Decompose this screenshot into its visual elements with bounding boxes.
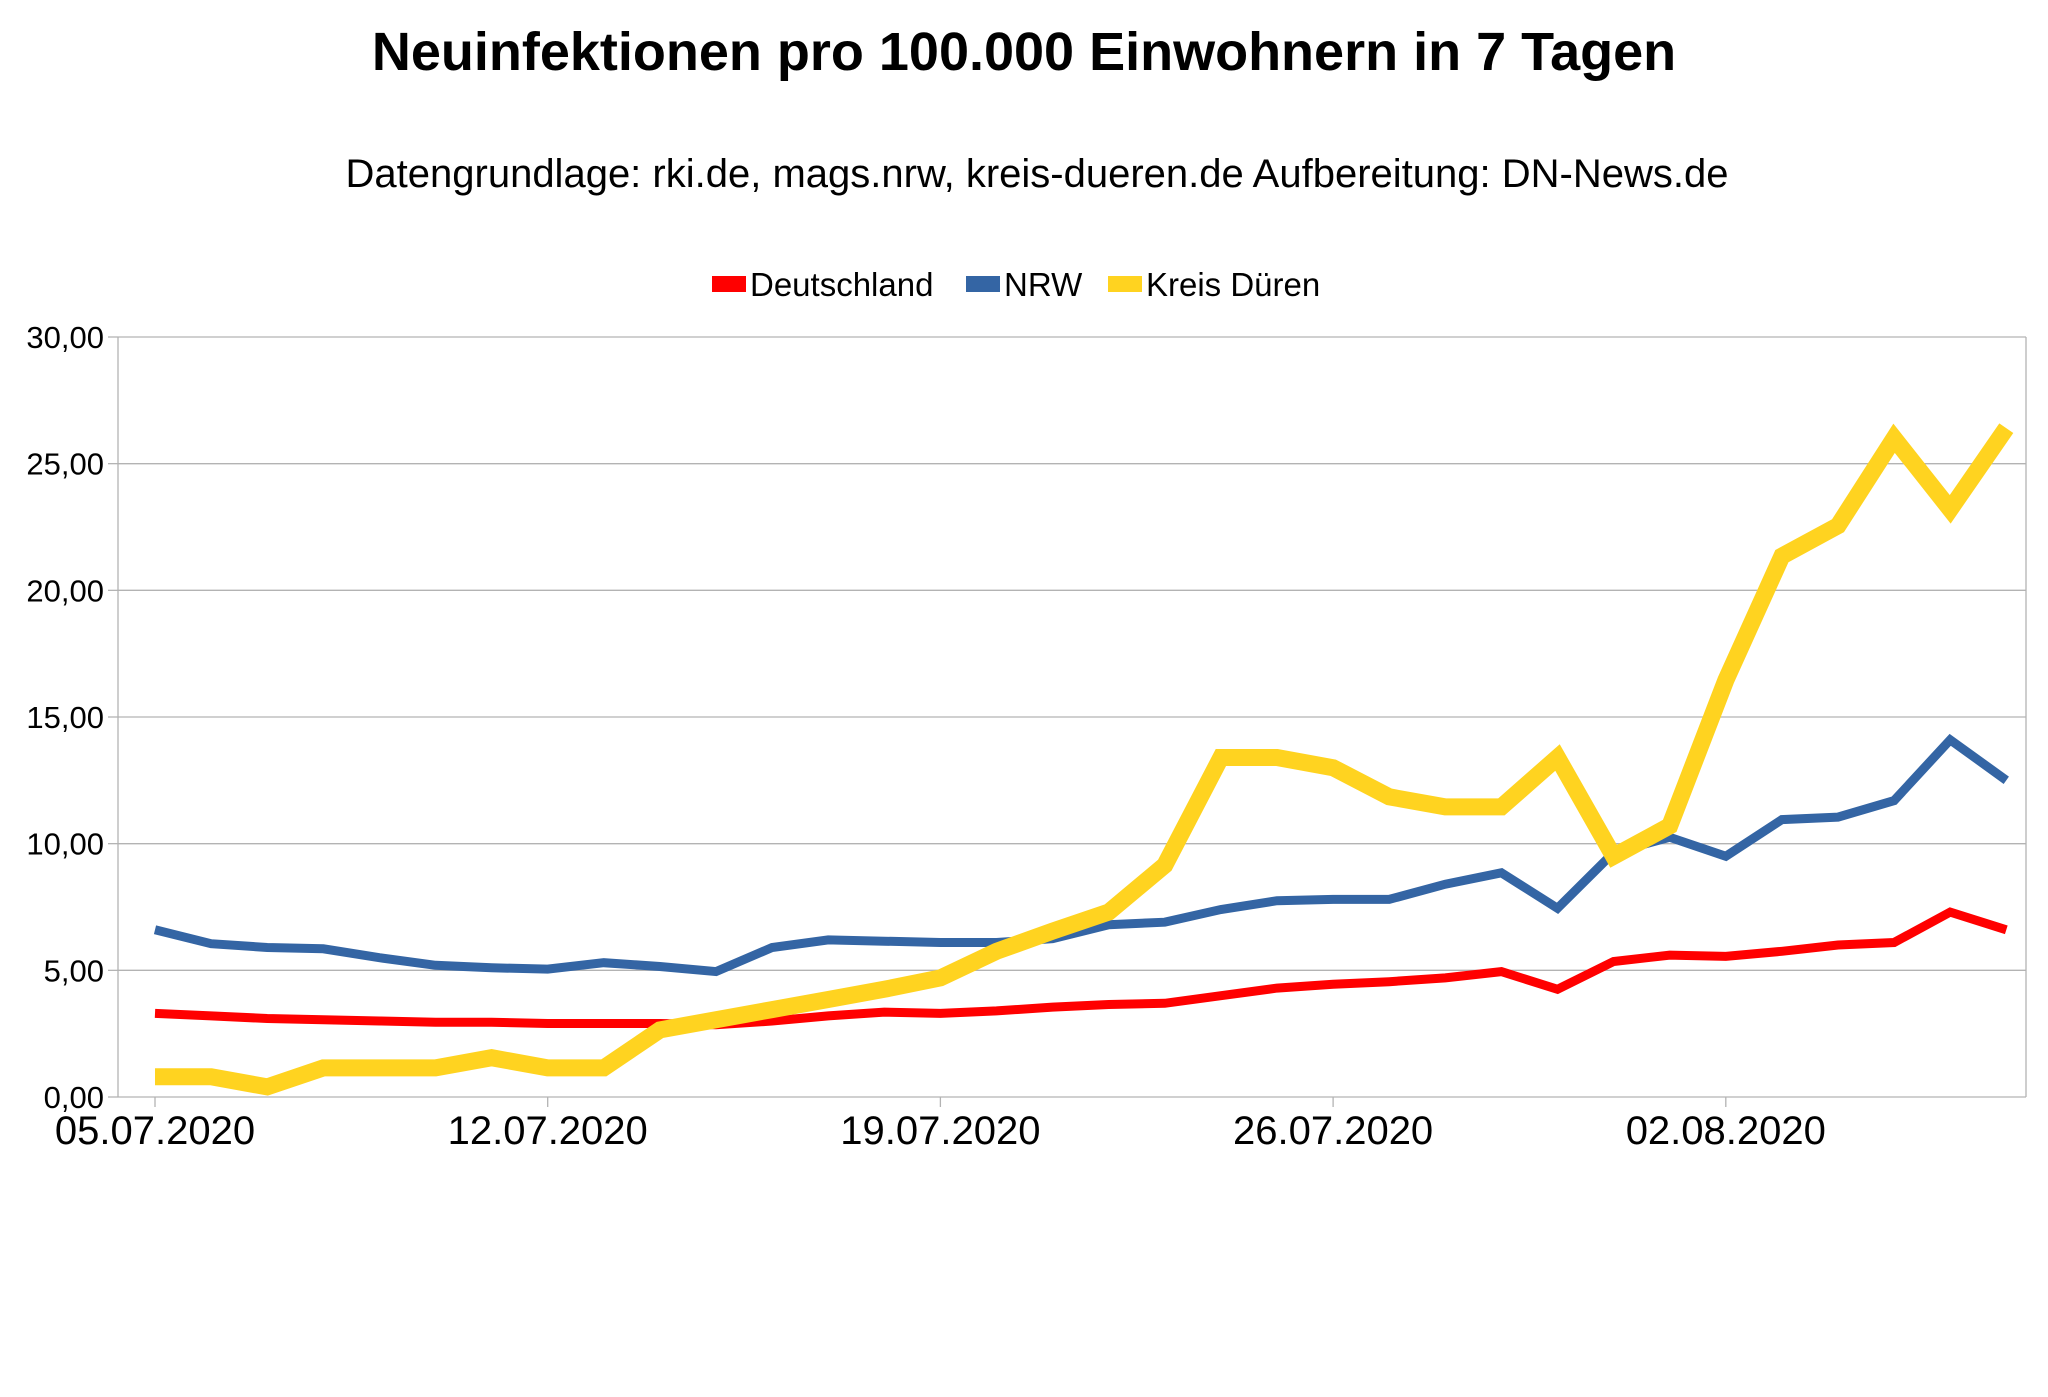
x-tick-label: 12.07.2020 [448,1109,648,1153]
legend-label-deutschland: Deutschland [750,266,933,303]
gridlines [108,336,2027,1107]
y-tick-label: 20,00 [26,573,104,608]
y-tick-label: 10,00 [26,827,104,862]
legend: Deutschland NRW Kreis Düren [712,266,1320,303]
chart-title: Neuinfektionen pro 100.000 Einwohnern in… [372,22,1676,82]
x-tick-label: 26.07.2020 [1233,1109,1433,1153]
y-axis-tick-labels: 0,00 5,00 10,00 15,00 20,00 25,00 30,00 [26,320,104,1115]
y-tick-label: 5,00 [44,953,104,988]
legend-label-kreis-d-ren: Kreis Düren [1146,266,1320,303]
x-tick-label: 05.07.2020 [55,1109,255,1153]
y-tick-label: 30,00 [26,320,104,355]
chart-subtitle: Datengrundlage: rki.de, mags.nrw, kreis-… [346,152,1729,196]
x-axis-tick-labels: 05.07.2020 12.07.2020 19.07.2020 26.07.2020… [55,1109,1826,1153]
legend-label-nrw: NRW [1004,266,1083,303]
legend-swatch-nrw [966,276,1000,292]
x-tick-label: 19.07.2020 [840,1109,1040,1153]
series-line-kreis-d-ren [155,423,2014,1096]
legend-swatch-kreis-d-ren [1108,276,1142,292]
series-line-deutschland [154,907,2008,1030]
y-tick-label: 25,00 [26,447,104,482]
series-lines [153,423,2014,1096]
legend-swatch-deutschland [712,276,746,292]
x-tick-label: 02.08.2020 [1626,1109,1826,1153]
y-tick-label: 0,00 [44,1080,104,1115]
y-tick-label: 15,00 [26,700,104,735]
series-line-nrw [153,733,2009,977]
